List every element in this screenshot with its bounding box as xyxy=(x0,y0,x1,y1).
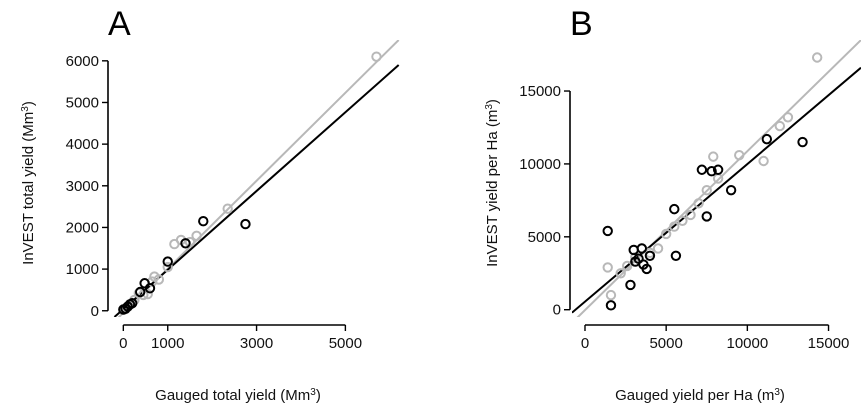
panel-a-y-tick-label: 0 xyxy=(91,303,99,320)
panel-b-point-light xyxy=(602,262,613,273)
panel-a-point-light xyxy=(153,274,165,285)
panel-b-x-title-sup: 3 xyxy=(774,387,780,398)
panel-b-point-light xyxy=(693,198,704,209)
panel-b-y-title-after: ) xyxy=(484,99,501,104)
panel-b-point-light xyxy=(701,184,712,196)
panel-a-point-light xyxy=(191,230,202,241)
panel-b-point-light xyxy=(622,260,633,272)
panel-a-label: A xyxy=(108,5,131,43)
panel-b-point-dark xyxy=(625,279,636,291)
panel-b-point-dark xyxy=(669,203,680,215)
panel-b-y-axis-title: InVEST yield per Ha (m3) xyxy=(484,99,502,267)
panel-b-point-light xyxy=(708,151,719,162)
panel-a-point-dark xyxy=(144,283,156,294)
panel-a-point-dark xyxy=(135,286,146,298)
panel-b-point-light xyxy=(782,112,794,123)
panel-a-y-tick-label: 5000 xyxy=(66,94,99,111)
panel-a-y-tick-label: 1000 xyxy=(66,261,99,278)
panel-a-x-tick-label: 5000 xyxy=(329,335,362,352)
panel-b-y-title-text: InVEST yield per Ha (m xyxy=(484,110,501,267)
panel-b-fit-line-dark xyxy=(572,66,861,314)
panel-b-point-light xyxy=(734,149,745,161)
panel-a-y-tick-label: 3000 xyxy=(66,178,99,195)
panel-b-point-dark xyxy=(696,164,708,175)
panel-b-x-axis-title: Gauged yield per Ha (m3) xyxy=(615,387,785,405)
panel-b-point-dark xyxy=(706,166,717,177)
panel-a-y-tick-label: 6000 xyxy=(66,53,99,70)
panel-a-y-title-after: ) xyxy=(20,101,37,106)
panel-b: B 0 5000 10000 15000 0 5000 10000 15000 Gauged … xyxy=(484,5,861,404)
panel-b-point-light xyxy=(615,268,626,279)
panel-a-y-tick-label: 2000 xyxy=(66,219,99,236)
panel-a-x-tick-label: 1000 xyxy=(151,335,184,352)
panel-b-point-dark xyxy=(670,250,682,261)
panel-a-x-title-after: ) xyxy=(316,387,321,404)
panel-b-point-dark xyxy=(644,250,656,261)
panel-a-x-tick-label: 0 xyxy=(119,335,127,352)
panel-b-point-dark xyxy=(701,211,712,222)
panel-b-x-tick-label: 10000 xyxy=(726,335,768,352)
panel-b-y-tick-label: 15000 xyxy=(519,83,561,100)
panel-a-point-dark xyxy=(198,215,209,227)
panel-b-plot: 0 5000 10000 15000 0 5000 10000 15000 xyxy=(519,40,861,352)
panel-b-point-dark xyxy=(761,133,773,145)
panel-a-point-light xyxy=(371,51,382,62)
panel-b-y-title-sup: 3 xyxy=(484,104,495,110)
panel-b-point-dark xyxy=(602,225,613,237)
panel-b-point-dark xyxy=(712,164,724,175)
panel-b-point-light xyxy=(605,289,617,301)
panel-b-x-title-text: Gauged yield per Ha (m xyxy=(615,387,774,404)
panel-b-point-dark xyxy=(725,184,737,196)
panel-b-point-light xyxy=(652,243,664,254)
panel-b-point-light xyxy=(669,221,680,232)
panel-b-point-dark xyxy=(641,263,652,275)
panel-b-x-tick-label: 0 xyxy=(581,335,589,352)
panel-b-x-title-after: ) xyxy=(780,387,785,404)
panel-b-label: B xyxy=(570,5,593,43)
panel-a-point-light xyxy=(162,261,173,273)
panel-b-point-dark xyxy=(636,243,648,254)
panel-a-fit-line-dark xyxy=(113,64,400,317)
panel-b-y-tick-label: 10000 xyxy=(519,156,561,173)
panel-a-plot: 0 1000 3000 5000 0 1000 2000 3000 4000 5000 6000 xyxy=(66,40,400,352)
panel-a-y-tick-label: 4000 xyxy=(66,136,99,153)
panel-b-y-tick-label: 5000 xyxy=(528,229,561,246)
panel-b-point-light xyxy=(660,228,672,240)
panel-b-point-light xyxy=(685,209,696,221)
panel-a-x-title-sup: 3 xyxy=(310,387,316,398)
panel-a-point-dark xyxy=(127,298,138,309)
panel-a-point-light xyxy=(222,203,233,214)
panel-b-y-tick-label: 0 xyxy=(553,302,561,319)
panel-b-x-tick-label: 5000 xyxy=(649,335,682,352)
panel-b-point-light xyxy=(677,215,688,226)
panel-b-x-tick-label: 15000 xyxy=(808,335,850,352)
panel-a-point-light xyxy=(184,236,196,248)
panel-a-x-title-text: Gauged total yield (Mm xyxy=(155,387,310,404)
panel-a-y-axis-title: InVEST total yield (Mm3) xyxy=(20,101,38,265)
panel-b-point-light xyxy=(774,120,786,132)
panel-a-point-dark xyxy=(162,256,173,267)
panel-a-x-axis-title: Gauged total yield (Mm3) xyxy=(155,387,321,405)
panel-b-point-dark xyxy=(797,136,808,148)
panel-a-y-title-text: InVEST total yield (Mm xyxy=(20,112,37,265)
panel-b-point-light xyxy=(758,155,769,167)
panel-b-point-dark xyxy=(605,300,617,311)
panel-a-point-dark xyxy=(180,238,191,249)
panel-a-y-title-sup: 3 xyxy=(20,106,31,112)
panel-b-point-light xyxy=(811,52,823,63)
panel-a-x-tick-label: 3000 xyxy=(240,335,273,352)
panel-a-point-dark xyxy=(240,218,251,230)
panel-a: A 0 1000 3000 5000 0 1000 2000 3000 4000 5000 6000… xyxy=(20,5,400,405)
